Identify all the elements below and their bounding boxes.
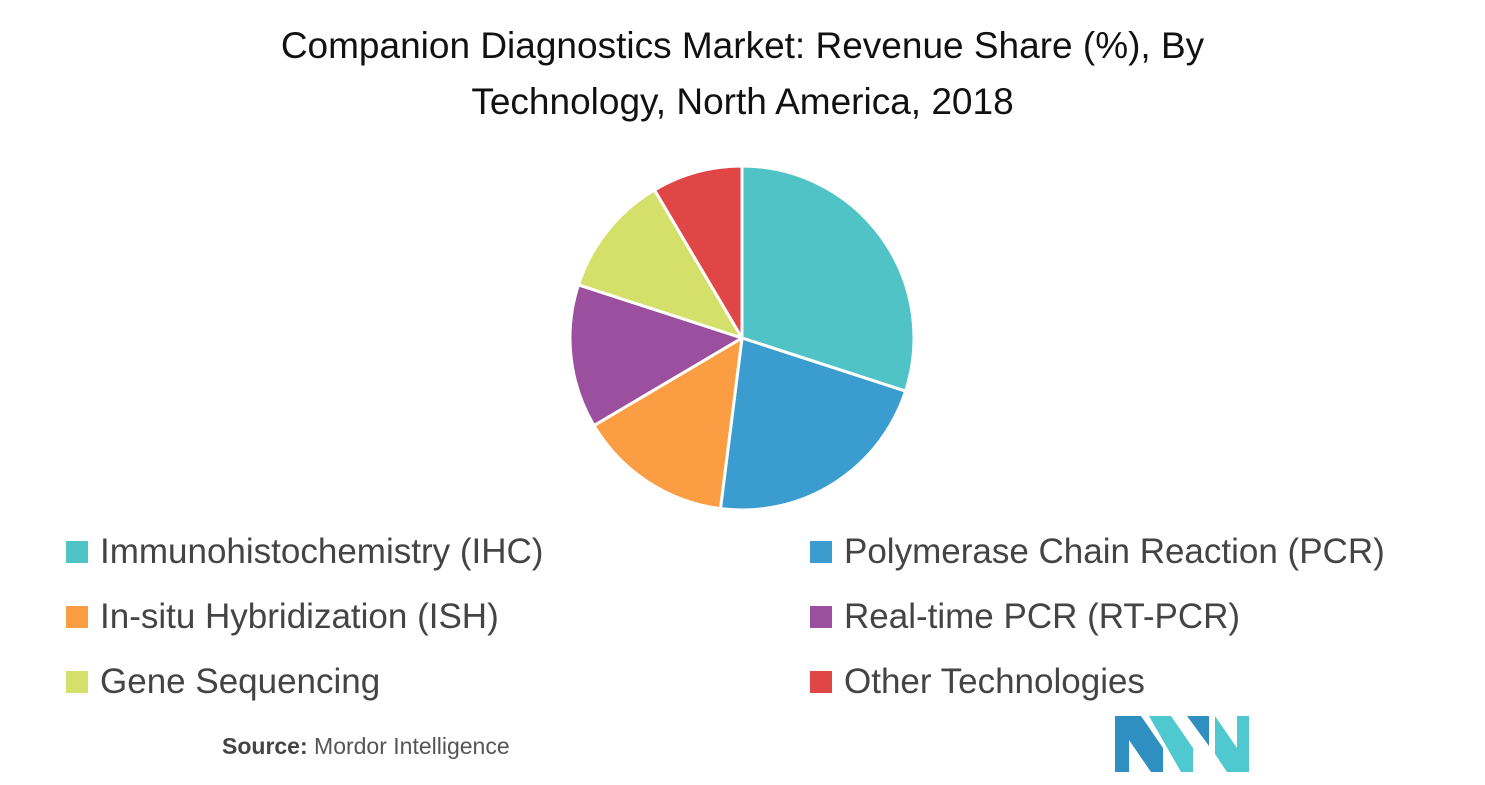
chart-title-line-2: Technology, North America, 2018 xyxy=(471,81,1014,122)
pie-slice-2 xyxy=(718,336,908,512)
pie-slice-5 xyxy=(576,188,744,340)
legend-label: Polymerase Chain Reaction (PCR) xyxy=(844,532,1385,571)
legend-item-3: In-situ Hybridization (ISH) xyxy=(66,587,499,647)
legend-item-6: Other Technologies xyxy=(810,652,1145,712)
legend-item-1: Immunohistochemistry (IHC) xyxy=(66,522,543,582)
legend-item-2: Polymerase Chain Reaction (PCR) xyxy=(810,522,1385,582)
pie-slice-3 xyxy=(592,336,744,511)
chart-title: Companion Diagnostics Market: Revenue Sh… xyxy=(0,18,1485,130)
legend-item-4: Real-time PCR (RT-PCR) xyxy=(810,587,1240,647)
legend-swatch xyxy=(66,606,88,628)
legend-swatch xyxy=(810,671,832,693)
chart-title-line-1: Companion Diagnostics Market: Revenue Sh… xyxy=(280,25,1205,66)
logo-shape-right-1 xyxy=(1187,716,1209,746)
mordor-intelligence-logo xyxy=(1115,716,1249,772)
legend-label: In-situ Hybridization (ISH) xyxy=(100,597,499,636)
source-text: Mordor Intelligence xyxy=(314,733,510,759)
logo-shape-middle xyxy=(1149,716,1193,772)
legend-label: Real-time PCR (RT-PCR) xyxy=(844,597,1241,636)
logo-shape-left xyxy=(1115,716,1163,772)
legend-swatch xyxy=(66,541,88,563)
pie-chart xyxy=(568,164,916,512)
legend: Immunohistochemistry (IHC) Polymerase Cha… xyxy=(66,522,1466,722)
legend-swatch xyxy=(66,671,88,693)
pie-slice-4 xyxy=(568,283,744,428)
legend-label: Other Technologies xyxy=(844,662,1145,701)
legend-item-5: Gene Sequencing xyxy=(66,652,380,712)
source-note: Source: Mordor Intelligence xyxy=(222,733,510,760)
pie-slice-1 xyxy=(740,164,916,393)
legend-swatch xyxy=(810,541,832,563)
pie-slice-6 xyxy=(652,164,744,340)
logo-shape-right-2 xyxy=(1215,716,1249,772)
legend-swatch xyxy=(810,606,832,628)
legend-label: Gene Sequencing xyxy=(100,662,381,701)
legend-label: Immunohistochemistry (IHC) xyxy=(100,532,544,571)
source-label: Source: xyxy=(222,733,308,759)
